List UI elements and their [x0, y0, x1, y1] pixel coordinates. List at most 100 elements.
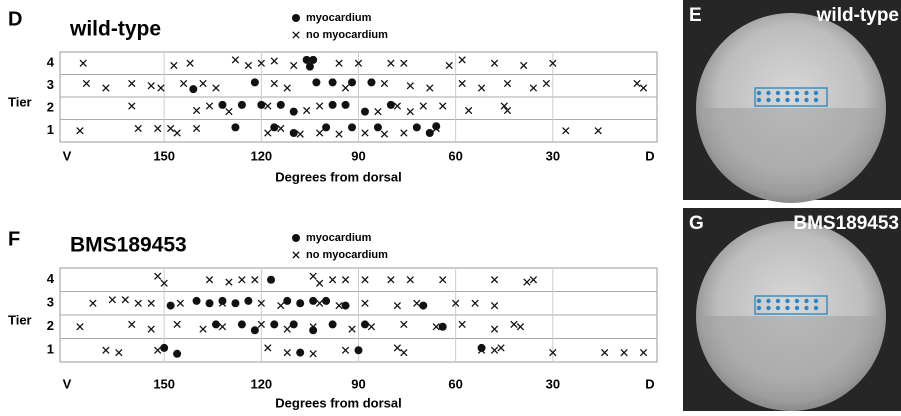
chart-title: wild-type — [69, 18, 161, 41]
point-x — [621, 349, 627, 355]
point-x — [329, 277, 335, 283]
point-x — [193, 107, 199, 113]
point-circle — [329, 101, 337, 109]
point-circle — [355, 346, 363, 354]
point-x — [375, 108, 381, 114]
point-circle — [290, 129, 298, 137]
y-tick-label: 4 — [47, 271, 55, 286]
x-tick-label: 90 — [351, 148, 365, 163]
point-circle — [270, 123, 278, 131]
legend-marker — [292, 14, 300, 22]
point-x — [394, 302, 400, 308]
y-tick-label: 3 — [47, 295, 54, 310]
point-x — [171, 62, 177, 68]
point-x — [226, 279, 232, 285]
point-x — [446, 62, 452, 68]
point-circle — [267, 276, 275, 284]
point-circle — [231, 299, 239, 307]
point-x — [388, 60, 394, 66]
cell-dot — [804, 98, 808, 102]
x-tick-label: 150 — [153, 376, 175, 391]
point-x — [472, 300, 478, 306]
point-circle — [342, 101, 350, 109]
point-x — [459, 80, 465, 86]
point-x — [316, 280, 322, 286]
point-x — [491, 302, 497, 308]
point-x — [401, 60, 407, 66]
x-tick-label: 60 — [448, 148, 462, 163]
point-circle — [322, 297, 330, 305]
y-tick-label: 4 — [47, 55, 55, 70]
point-circle — [160, 344, 168, 352]
point-circle — [439, 323, 447, 331]
cell-dot — [785, 91, 789, 95]
cell-dot — [757, 306, 761, 310]
image-label: BMS189453 — [793, 213, 899, 234]
point-circle — [257, 101, 265, 109]
point-x — [634, 80, 640, 86]
point-x — [504, 80, 510, 86]
point-x — [563, 128, 569, 134]
x-axis-label: Degrees from dorsal — [275, 395, 401, 410]
point-x — [174, 130, 180, 136]
cell-dot — [804, 306, 808, 310]
point-x — [362, 277, 368, 283]
legend-label: no myocardium — [306, 29, 388, 41]
y-axis-label: Tier — [8, 94, 32, 109]
cell-dot — [776, 299, 780, 303]
point-x — [177, 300, 183, 306]
point-x — [407, 83, 413, 89]
cell-dot — [785, 306, 789, 310]
x-axis-label: Degrees from dorsal — [275, 169, 401, 184]
point-circle — [283, 297, 291, 305]
point-x — [103, 347, 109, 353]
point-x — [187, 60, 193, 66]
chart-title: BMS189453 — [70, 234, 187, 257]
legend-label: myocardium — [306, 12, 372, 24]
legend-marker — [292, 234, 300, 242]
point-circle — [290, 320, 298, 328]
point-x — [465, 107, 471, 113]
cell-dot — [804, 91, 808, 95]
point-x — [310, 351, 316, 357]
point-x — [342, 347, 348, 353]
point-x — [284, 326, 290, 332]
image-panel-letter: E — [689, 5, 702, 26]
point-x — [103, 85, 109, 91]
point-x — [148, 300, 154, 306]
point-x — [135, 300, 141, 306]
point-x — [381, 131, 387, 137]
point-circle — [238, 101, 246, 109]
cell-dot — [776, 306, 780, 310]
point-x — [174, 321, 180, 327]
point-x — [200, 80, 206, 86]
point-x — [154, 273, 160, 279]
point-x — [433, 324, 439, 330]
point-x — [459, 321, 465, 327]
point-x — [180, 80, 186, 86]
x-tick-label: 30 — [546, 376, 560, 391]
point-x — [336, 131, 342, 137]
point-x — [200, 326, 206, 332]
point-x — [530, 85, 536, 91]
point-x — [154, 347, 160, 353]
x-tick-label: 150 — [153, 148, 175, 163]
point-x — [401, 130, 407, 136]
point-x — [316, 103, 322, 109]
point-x — [310, 273, 316, 279]
cell-dot — [814, 91, 818, 95]
point-x — [491, 60, 497, 66]
x-tick-label: D — [645, 148, 654, 163]
point-circle — [306, 63, 314, 71]
point-circle — [374, 123, 382, 131]
point-x — [414, 300, 420, 306]
point-circle — [167, 302, 175, 310]
cell-dot — [785, 98, 789, 102]
point-x — [206, 103, 212, 109]
cell-dot — [795, 98, 799, 102]
point-circle — [193, 297, 201, 305]
point-x — [154, 125, 160, 131]
y-axis-label: Tier — [8, 312, 32, 327]
point-x — [401, 321, 407, 327]
point-x — [394, 345, 400, 351]
